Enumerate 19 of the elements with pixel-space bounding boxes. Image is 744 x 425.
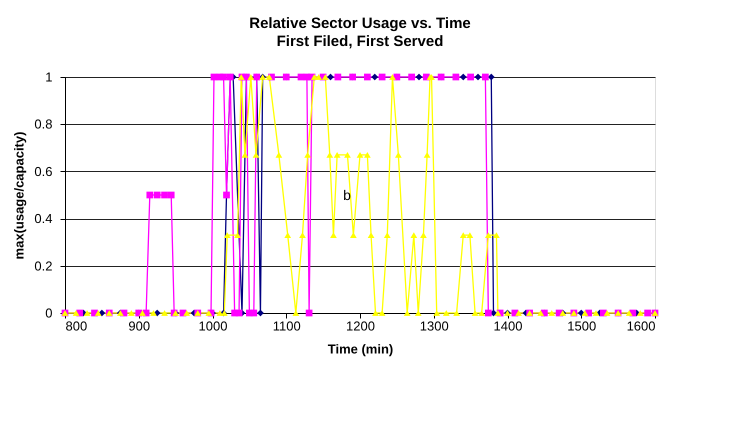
y-tick-label: 0	[45, 306, 52, 320]
x-tick-label: 1600	[626, 318, 656, 334]
chart-title: Relative Sector Usage vs. Time	[249, 15, 471, 32]
y-tick-label: 0.4	[34, 211, 52, 226]
y-tick-label: 0.8	[34, 116, 52, 132]
y-tick-label: 0.6	[34, 164, 52, 179]
x-axis-title: Time (min)	[328, 342, 394, 356]
x-tick-label: 1500	[567, 318, 596, 334]
x-tick-label: 1400	[494, 318, 522, 334]
chart-subtitle: First Filed, First Served	[276, 33, 444, 50]
x-tick-label: 1200	[346, 318, 375, 334]
x-tick-label: 1000	[198, 318, 228, 334]
x-tick-label: 1300	[420, 318, 449, 334]
y-tick-label: 1	[45, 70, 52, 84]
y-axis-title: max(usage/capacity)	[11, 132, 26, 260]
y-tick-label: 0.2	[34, 258, 52, 274]
x-tick-label: 800	[66, 318, 88, 334]
x-tick-label: 900	[128, 318, 150, 334]
x-tick-label: 1100	[272, 318, 301, 334]
